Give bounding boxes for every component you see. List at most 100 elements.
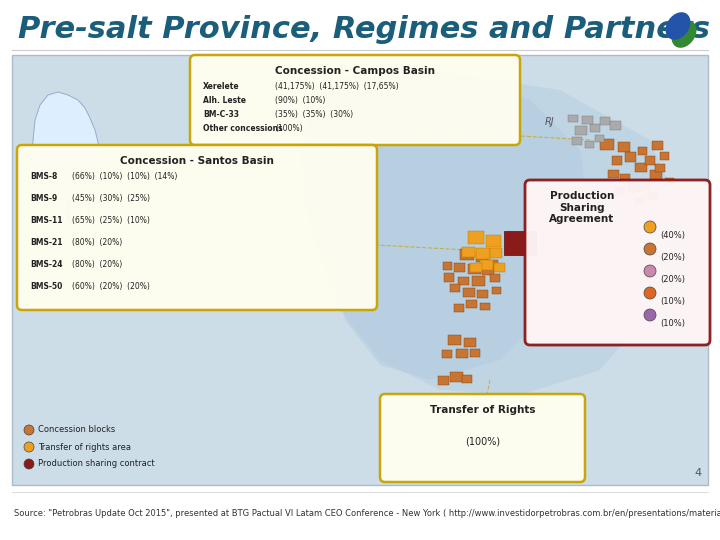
Bar — [660, 152, 669, 160]
Ellipse shape — [665, 12, 690, 40]
Text: Source: "Petrobras Update Oct 2015", presented at BTG Pactual VI Latam CEO Confe: Source: "Petrobras Update Oct 2015", pre… — [14, 509, 720, 517]
Bar — [655, 164, 665, 172]
Text: (60%)  (20%)  (20%): (60%) (20%) (20%) — [72, 282, 150, 291]
Circle shape — [24, 459, 34, 469]
Bar — [476, 248, 490, 259]
Bar — [480, 303, 490, 310]
Text: Concession - Campos Basin: Concession - Campos Basin — [275, 66, 435, 76]
Text: (40%): (40%) — [660, 231, 685, 240]
Text: Transfer of rights area: Transfer of rights area — [38, 442, 131, 451]
Bar — [464, 338, 476, 347]
Circle shape — [24, 442, 34, 452]
Bar — [608, 170, 619, 178]
Bar — [625, 152, 636, 162]
Bar — [482, 266, 494, 275]
Bar — [444, 273, 454, 282]
Bar — [460, 249, 474, 260]
Bar — [635, 198, 644, 205]
Circle shape — [24, 425, 34, 435]
Text: Transfer of Rights: Transfer of Rights — [430, 405, 535, 415]
Bar — [595, 135, 604, 142]
FancyBboxPatch shape — [17, 145, 377, 310]
Bar — [585, 141, 594, 148]
Bar — [648, 192, 658, 200]
Text: (66%)  (10%)  (10%)  (14%): (66%) (10%) (10%) (14%) — [72, 172, 177, 181]
Bar — [458, 277, 469, 285]
Polygon shape — [330, 75, 590, 380]
Circle shape — [644, 309, 656, 321]
Bar — [488, 260, 498, 268]
Text: Xerelete: Xerelete — [203, 82, 240, 91]
Bar — [463, 288, 475, 297]
Bar — [470, 349, 480, 357]
Text: BMS-8: BMS-8 — [30, 172, 58, 181]
Text: (45%)  (30%)  (25%): (45%) (30%) (25%) — [72, 194, 150, 203]
Bar — [600, 117, 610, 125]
Ellipse shape — [672, 20, 696, 48]
Bar — [454, 304, 464, 312]
Bar — [494, 263, 505, 272]
Text: (100%): (100%) — [465, 437, 500, 447]
Text: (41,175%)  (41,175%)  (17,65%): (41,175%) (41,175%) (17,65%) — [275, 82, 399, 91]
Text: BMS-24: BMS-24 — [30, 260, 63, 269]
Bar — [490, 248, 502, 258]
Bar — [628, 183, 639, 192]
Bar — [468, 231, 484, 244]
Text: (100%): (100%) — [275, 124, 302, 133]
Bar — [450, 372, 463, 382]
Bar — [650, 170, 662, 180]
Bar — [582, 116, 593, 124]
FancyBboxPatch shape — [190, 55, 520, 145]
Text: Production sharing contract: Production sharing contract — [38, 460, 155, 469]
Text: Concession - Santos Basin: Concession - Santos Basin — [120, 156, 274, 166]
Text: BMS-21: BMS-21 — [30, 238, 63, 247]
Bar — [590, 124, 600, 132]
Bar — [470, 263, 482, 272]
Text: (80%)  (20%): (80%) (20%) — [72, 238, 122, 247]
Bar — [635, 163, 647, 172]
Bar — [486, 235, 501, 247]
Bar — [612, 156, 622, 165]
Text: Pre-salt Province, Regimes and Partners: Pre-salt Province, Regimes and Partners — [18, 16, 710, 44]
Bar — [490, 274, 500, 282]
Text: (90%)  (10%): (90%) (10%) — [275, 96, 325, 105]
Text: (20%): (20%) — [660, 253, 685, 262]
Text: BMS-9: BMS-9 — [30, 194, 58, 203]
Bar — [640, 182, 650, 190]
Circle shape — [644, 287, 656, 299]
Bar — [610, 121, 621, 130]
Bar — [462, 375, 472, 383]
Bar — [618, 142, 630, 152]
Bar — [600, 139, 614, 150]
Polygon shape — [32, 92, 100, 225]
Bar — [620, 174, 630, 182]
FancyBboxPatch shape — [12, 55, 708, 485]
Bar — [504, 231, 536, 255]
Bar — [442, 350, 452, 358]
FancyBboxPatch shape — [380, 394, 585, 482]
Bar — [638, 147, 647, 155]
Text: (65%)  (25%)  (10%): (65%) (25%) (10%) — [72, 216, 150, 225]
Bar — [572, 137, 582, 145]
Circle shape — [644, 221, 656, 233]
Bar — [438, 376, 449, 385]
Text: Alh. Leste: Alh. Leste — [203, 96, 246, 105]
Bar — [652, 141, 663, 150]
Text: 4: 4 — [695, 468, 702, 478]
Text: (80%)  (20%): (80%) (20%) — [72, 260, 122, 269]
Text: Concession blocks: Concession blocks — [38, 426, 115, 435]
Bar — [568, 115, 578, 122]
Bar — [454, 263, 465, 272]
Text: RJ: RJ — [545, 117, 554, 127]
Bar — [462, 247, 475, 257]
Bar — [468, 264, 481, 274]
Bar — [665, 178, 674, 185]
Bar — [450, 284, 460, 292]
Bar — [443, 262, 452, 270]
Bar — [476, 252, 488, 262]
Polygon shape — [300, 70, 680, 395]
Bar — [456, 349, 468, 358]
Text: (10%): (10%) — [660, 297, 685, 306]
Bar — [645, 156, 655, 165]
Text: (35%)  (35%)  (30%): (35%) (35%) (30%) — [275, 110, 353, 119]
